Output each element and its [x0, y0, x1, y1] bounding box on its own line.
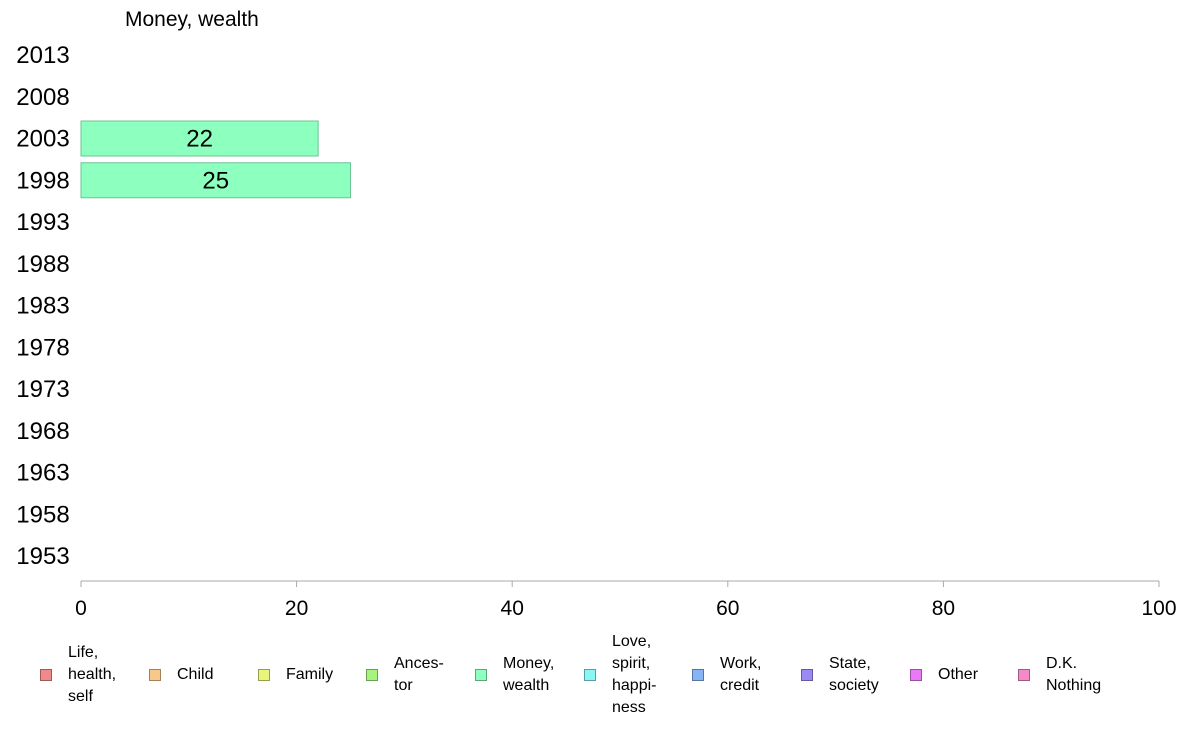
legend-swatch — [1018, 669, 1030, 681]
legend-label: Love, spirit, happi- ness — [612, 633, 657, 716]
x-axis: 0 20 40 60 80 100 — [75, 580, 1177, 620]
bars: 22 25 — [80, 120, 351, 199]
legend-item: D.K. Nothing — [1018, 630, 1101, 720]
legend-item: Ances- tor — [366, 630, 444, 720]
legend-label: D.K. Nothing — [1046, 655, 1102, 694]
legend-swatch — [366, 669, 378, 681]
year-label: 1968 — [16, 418, 69, 445]
year-label: 1963 — [16, 460, 69, 487]
legend-label: Work, credit — [720, 655, 762, 694]
legend-swatch — [692, 669, 704, 681]
x-tick-label: 100 — [1141, 597, 1176, 620]
bar — [80, 162, 351, 199]
legend-item: Love, spirit, happi- ness — [584, 630, 656, 720]
bar-chart: Money, wealth 2013 2008 2003 1998 1993 1988 19… — [16, 8, 1177, 620]
legend-label: Other — [938, 666, 979, 683]
year-label: 2008 — [16, 84, 69, 111]
legend-item: Family — [258, 630, 333, 720]
bar — [80, 120, 319, 157]
legend-swatch — [910, 669, 922, 681]
bar-value-label: 25 — [202, 167, 229, 194]
chart-title: Money, wealth — [125, 8, 259, 31]
legend-label: State, society — [829, 655, 879, 694]
year-label: 1988 — [16, 251, 69, 278]
legend-swatch — [149, 669, 161, 681]
legend-label: Child — [177, 666, 214, 683]
legend-item: Other — [910, 630, 978, 720]
x-tick-label: 0 — [75, 597, 87, 620]
legend: Life, health, self Child Family Ances- tor M… — [0, 630, 1188, 720]
x-tick-label: 40 — [501, 597, 524, 620]
year-label: 1953 — [16, 543, 69, 570]
x-tick-label: 60 — [716, 597, 739, 620]
year-label: 1973 — [16, 376, 69, 403]
legend-swatch — [475, 669, 487, 681]
x-tick-label: 80 — [932, 597, 955, 620]
year-label: 1958 — [16, 501, 69, 528]
year-label: 1998 — [16, 167, 69, 194]
x-tick-label: 20 — [285, 597, 308, 620]
legend-label: Ances- tor — [394, 655, 444, 694]
legend-item: Money, wealth — [475, 630, 554, 720]
year-label: 1983 — [16, 293, 69, 320]
legend-item: State, society — [801, 630, 879, 720]
year-axis-labels: 2013 2008 2003 1998 1993 1988 1983 1978 1973 1968… — [16, 42, 69, 570]
legend-label: Family — [286, 666, 334, 683]
year-label: 1993 — [16, 209, 69, 236]
legend-label: Money, wealth — [503, 655, 555, 694]
bar-value-label: 22 — [186, 126, 213, 153]
legend-item: Life, health, self — [40, 630, 116, 720]
legend-swatch — [258, 669, 270, 681]
year-label: 2013 — [16, 42, 69, 69]
legend-item: Child — [149, 630, 213, 720]
year-label: 2003 — [16, 126, 69, 153]
legend-item: Work, credit — [692, 630, 761, 720]
year-label: 1978 — [16, 334, 69, 361]
legend-label: Life, health, self — [68, 644, 117, 705]
legend-swatch — [801, 669, 813, 681]
legend-swatch — [40, 669, 52, 681]
legend-swatch — [584, 669, 596, 681]
